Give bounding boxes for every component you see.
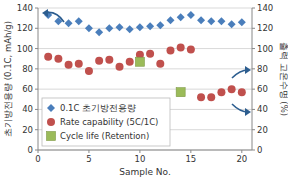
y-tick-label: 140 [17,3,33,13]
y-tick-label: 80 [22,64,33,74]
point [146,22,154,30]
plot-area [44,11,246,101]
point [197,93,205,101]
grid-line [38,8,252,9]
point [95,28,103,36]
point [238,18,246,26]
x-axis-title: Sample No. [119,167,171,177]
legend: 0.1C 초기방전용량 Rate capability (5C/1C) Cycle … [42,98,170,146]
point [187,46,195,54]
legend-marker [47,118,55,126]
y2-tick-label: 100 [257,44,273,54]
point [75,60,83,68]
y-tick-label: 60 [22,84,33,94]
x-tick-label: 10 [134,154,145,164]
point [207,93,215,101]
grid-line [38,48,252,49]
point [65,61,73,69]
point [228,85,236,93]
point [75,17,83,25]
legend-marker [47,132,56,141]
point [166,16,174,24]
x-tick-label: 20 [236,154,247,164]
point [177,44,185,52]
point [238,88,246,96]
point [54,55,62,63]
point [85,67,93,75]
y-axis [38,8,39,150]
x-tick-label: 0 [35,154,40,164]
point [116,23,124,31]
y2-tick-label: 80 [257,64,268,74]
x-axis [38,150,252,151]
grid-line [38,28,252,29]
y-tick-label: 20 [22,125,33,135]
y-tick-label: 100 [17,44,33,54]
y2-tick-label: 0 [257,145,262,155]
arrow-head [245,108,251,116]
point [217,88,225,96]
y-tick-label: 0 [28,145,33,155]
point [116,63,124,71]
y-tick-label: 40 [22,104,33,114]
y2-tick-label: 60 [257,84,268,94]
y2-axis [252,8,253,150]
point [105,56,113,64]
point [44,53,52,61]
point [176,88,185,97]
y2-tick-label: 40 [257,104,268,114]
point [177,13,185,21]
y-tick-label: 120 [17,23,33,33]
grid-line [38,150,252,151]
grid-line [38,68,252,69]
legend-label: Rate capability (5C/1C) [60,117,158,127]
arrow-head [42,9,48,17]
x-tick-label: 5 [86,154,91,164]
y2-axis-title: 출력 고온수명 (%) [279,42,288,116]
chart: 0 20 40 60 80 100 120 140 0 20 40 60 80 100 120 140 0 5 10… [0,0,288,181]
point [156,21,164,29]
legend-box [42,98,170,146]
y-axis-title: 초기방전용량 (0.1C, mAh/g) [3,21,13,137]
point [136,23,144,31]
point [105,24,113,32]
arrow-head [245,66,251,74]
y2-tick-label: 120 [257,23,273,33]
legend-label: Cycle life (Retention) [60,131,149,141]
point [207,17,215,25]
point [217,17,225,25]
point [135,57,144,66]
point [126,25,134,33]
point [126,58,134,66]
point [65,19,73,27]
legend-marker [47,104,55,112]
y2-tick-label: 140 [257,3,273,13]
point [85,24,93,32]
point [146,50,154,58]
y2-tick-label: 20 [257,125,268,135]
point [228,20,236,28]
x-tick-label: 15 [185,154,196,164]
point [166,47,174,55]
legend-label: 0.1C 초기방전용량 [60,103,136,113]
point [187,11,195,19]
point [156,60,164,68]
point [197,16,205,24]
point [95,57,103,65]
